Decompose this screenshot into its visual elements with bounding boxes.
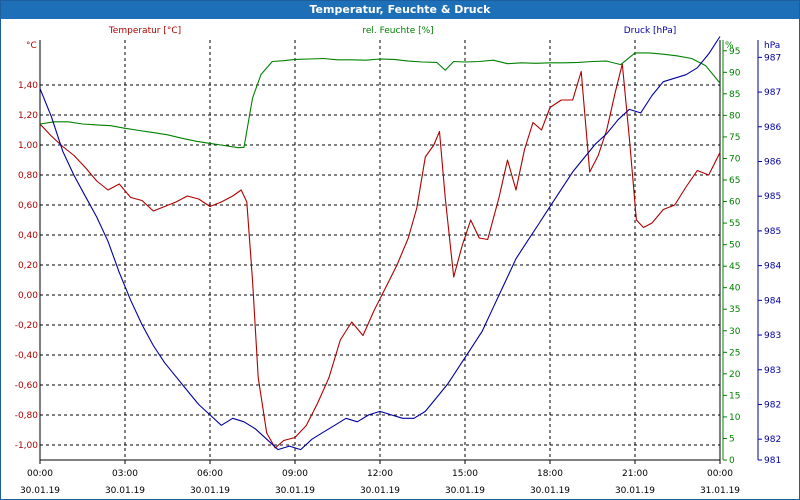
humidity-tick-label: 95 <box>729 47 740 57</box>
pressure-tick-label: 982 <box>764 400 781 410</box>
temperature-tick-label: 0,20 <box>18 261 38 271</box>
temperature-tick-label: 1,40 <box>18 81 38 91</box>
pressure-tick-label: 986 <box>764 123 781 133</box>
humidity-tick-label: 30 <box>729 327 741 337</box>
pressure-tick-label: 984 <box>764 262 781 272</box>
pressure-tick-label: 984 <box>764 296 781 306</box>
x-date-label: 30.01.19 <box>360 486 400 496</box>
humidity-tick-label: 60 <box>729 198 741 208</box>
x-time-label: 21:00 <box>622 469 648 479</box>
x-date-label: 30.01.19 <box>20 486 60 496</box>
x-date-label: 30.01.19 <box>190 486 230 496</box>
series-line-humidity <box>39 52 721 149</box>
x-date-label: 30.01.19 <box>275 486 315 496</box>
series-line-temperature <box>39 63 721 449</box>
pressure-unit-label: hPa <box>764 41 780 51</box>
humidity-tick-label: 35 <box>729 305 740 315</box>
humidity-axis-label: rel. Feuchte [%] <box>362 26 433 36</box>
humidity-tick-label: 40 <box>729 284 741 294</box>
humidity-unit-label: % <box>725 41 734 51</box>
humidity-tick-label: 75 <box>729 133 740 143</box>
x-time-label: 06:00 <box>197 469 223 479</box>
x-time-label: 03:00 <box>112 469 138 479</box>
humidity-tick-label: 80 <box>729 111 741 121</box>
temperature-tick-label: -1,00 <box>15 441 39 451</box>
temperature-axis-label: Temperatur [°C] <box>108 26 181 36</box>
temperature-tick-label: -0,80 <box>15 411 39 421</box>
temperature-tick-label: -0,40 <box>15 351 39 361</box>
humidity-tick-label: 5 <box>729 434 735 444</box>
temperature-tick-label: 0,80 <box>18 171 38 181</box>
pressure-tick-label: 986 <box>764 157 781 167</box>
pressure-tick-label: 982 <box>764 435 781 445</box>
x-date-label: 30.01.19 <box>105 486 145 496</box>
humidity-tick-label: 25 <box>729 348 740 358</box>
temperature-tick-label: -0,20 <box>15 321 39 331</box>
x-date-label: 30.01.19 <box>615 486 655 496</box>
temperature-tick-label: 0,40 <box>18 231 38 241</box>
temperature-tick-label: -0,60 <box>15 381 39 391</box>
x-time-label: 09:00 <box>282 469 308 479</box>
window-title: Temperatur, Feuchte & Druck <box>1 1 799 19</box>
x-date-label: 31.01.19 <box>700 486 740 496</box>
humidity-tick-label: 50 <box>729 241 741 251</box>
x-time-label: 00:00 <box>707 469 733 479</box>
temperature-tick-label: 0,00 <box>18 291 38 301</box>
temperature-tick-label: 1,20 <box>18 111 38 121</box>
humidity-tick-label: 0 <box>729 456 735 466</box>
humidity-tick-label: 65 <box>729 176 740 186</box>
humidity-tick-label: 55 <box>729 219 740 229</box>
pressure-tick-label: 987 <box>764 53 781 63</box>
pressure-tick-label: 981 <box>764 456 781 466</box>
series-line-pressure <box>39 36 721 451</box>
x-time-label: 18:00 <box>537 469 563 479</box>
temperature-tick-label: 1,00 <box>18 141 38 151</box>
humidity-tick-label: 15 <box>729 391 740 401</box>
humidity-tick-label: 85 <box>729 90 740 100</box>
x-time-label: 15:00 <box>452 469 478 479</box>
pressure-tick-label: 985 <box>764 192 781 202</box>
humidity-tick-label: 70 <box>729 154 741 164</box>
pressure-tick-label: 983 <box>764 331 781 341</box>
humidity-tick-label: 90 <box>729 68 741 78</box>
humidity-tick-label: 45 <box>729 262 740 272</box>
x-date-label: 30.01.19 <box>445 486 485 496</box>
x-time-label: 12:00 <box>367 469 393 479</box>
x-date-label: 30.01.19 <box>530 486 570 496</box>
pressure-tick-label: 987 <box>764 88 781 98</box>
pressure-tick-label: 983 <box>764 366 781 376</box>
x-time-label: 00:00 <box>27 469 53 479</box>
pressure-axis-label: Druck [hPa] <box>624 26 677 36</box>
pressure-tick-label: 985 <box>764 227 781 237</box>
temperature-unit-label: °C <box>26 41 37 51</box>
temperature-tick-label: 0,60 <box>18 201 38 211</box>
humidity-tick-label: 20 <box>729 370 741 380</box>
humidity-tick-label: 10 <box>729 413 741 423</box>
